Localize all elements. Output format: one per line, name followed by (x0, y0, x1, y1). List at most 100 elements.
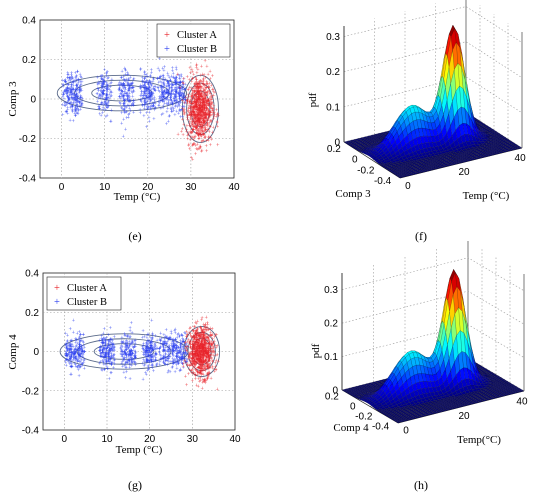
cluster-b-point: + (128, 87, 132, 93)
cluster-b-point: + (160, 86, 164, 92)
cluster-b-point: + (75, 85, 79, 91)
cluster-a-point: + (215, 333, 219, 339)
cluster-b-point: + (172, 71, 176, 77)
cluster-b-point: + (122, 98, 126, 104)
cluster-b-point: + (167, 99, 171, 105)
cluster-b-point: + (178, 97, 182, 103)
cluster-a-point: + (207, 349, 211, 355)
cluster-b-point: + (127, 87, 131, 93)
cluster-a-point: + (204, 144, 208, 150)
x-tick-label: 0 (62, 434, 68, 445)
cluster-a-point: + (187, 331, 191, 337)
cluster-b-point: + (177, 81, 181, 87)
cluster-b-point: + (165, 97, 169, 103)
cluster-b-point: + (144, 86, 148, 92)
cluster-b-point: + (66, 95, 70, 101)
cluster-b-point: + (130, 83, 134, 89)
cluster-b-point: + (74, 89, 78, 95)
cluster-b-point: + (175, 90, 179, 96)
cluster-b-point: + (147, 120, 151, 126)
cluster-b-point: + (132, 90, 136, 96)
cluster-a-point: + (182, 82, 186, 88)
cluster-b-point: + (101, 97, 105, 103)
cluster-b-point: + (150, 92, 154, 98)
cluster-b-point: + (153, 345, 157, 351)
cluster-b-point: + (67, 96, 71, 102)
y-tick-labels: 0.40.20-0.2-0.4 (22, 269, 40, 437)
cluster-b-point: + (159, 99, 163, 105)
cluster-b-point: + (106, 86, 110, 92)
cluster-b-point: + (144, 75, 148, 81)
cluster-b-point: + (167, 120, 171, 126)
cluster-b-point: + (147, 92, 151, 98)
cluster-b-point: + (126, 82, 130, 88)
cluster-b-point: + (148, 89, 152, 95)
cluster-b-point: + (150, 71, 154, 77)
cluster-b-point: + (123, 111, 127, 117)
cluster-b-point: + (105, 360, 109, 366)
cluster-b-point: + (178, 81, 182, 87)
cluster-a-point: + (204, 358, 208, 364)
cluster-b-point: + (178, 89, 182, 95)
cluster-b-point: + (120, 354, 124, 360)
cluster-b-point: + (141, 94, 145, 100)
cluster-b-point: + (139, 98, 143, 104)
cluster-b-point: + (61, 83, 65, 89)
legend-marker-cluster-b: + (54, 297, 60, 308)
cluster-b-point: + (74, 94, 78, 100)
cluster-b-point: + (166, 107, 170, 113)
cluster-b-point: + (147, 104, 151, 110)
cluster-b-point: + (75, 92, 79, 98)
cluster-b-point: + (80, 101, 84, 107)
cluster-b-point: + (153, 98, 157, 104)
cluster-b-point: + (120, 88, 124, 94)
cluster-b-point: + (128, 83, 132, 89)
x-tick-label: 40 (228, 182, 240, 193)
cluster-b-point: + (109, 89, 113, 95)
cluster-b-point: + (145, 95, 149, 101)
cluster-b-point: + (170, 86, 174, 92)
y-tick-label: 0 (30, 95, 36, 106)
cluster-b-point: + (105, 98, 109, 104)
cluster-b-point: + (152, 84, 156, 90)
cluster-b-point: + (138, 85, 142, 91)
y-tick-label: -0.4 (22, 426, 40, 437)
cluster-b-point: + (183, 94, 187, 100)
cluster-b-point: + (103, 102, 107, 108)
cluster-b-point: + (147, 83, 151, 89)
cluster-b-point: + (77, 78, 81, 84)
cluster-b-point: + (142, 77, 146, 83)
cluster-b-point: + (158, 76, 162, 82)
cluster-b-point: + (105, 93, 109, 99)
cluster-b-point: + (167, 90, 171, 96)
cluster-b-point: + (143, 97, 147, 103)
cluster-b-point: + (174, 94, 178, 100)
cluster-b-point: + (66, 76, 70, 82)
cluster-b-point: + (179, 84, 183, 90)
cluster-b-point: + (100, 87, 104, 93)
cluster-b-point: + (74, 98, 78, 104)
cluster-b-point: + (62, 92, 66, 98)
cluster-b-point: + (100, 82, 104, 88)
cluster-b-point: + (124, 86, 128, 92)
cluster-b-point: + (73, 95, 77, 101)
cluster-b-point: + (170, 86, 174, 92)
cluster-b-point: + (171, 89, 175, 95)
cluster-b-point: + (105, 74, 109, 80)
cluster-b-point: + (126, 94, 130, 100)
cluster-b-point: + (145, 81, 149, 87)
cluster-b-point: + (158, 57, 162, 63)
cluster-b-point: + (166, 80, 170, 86)
legend-label-cluster-b: Cluster B (177, 44, 217, 55)
y-tick-label: 0.2 (25, 308, 39, 319)
cluster-b-point: + (99, 79, 103, 85)
cluster-b-point: + (152, 77, 156, 83)
y-axis-label: Comp 3 (7, 81, 19, 117)
cluster-b-point: + (73, 92, 77, 98)
cluster-b-point: + (105, 93, 109, 99)
cluster-b-point: + (155, 364, 159, 370)
cluster-b-point: + (181, 92, 185, 98)
box-grid-line (343, 6, 523, 43)
cluster-b-point: + (169, 96, 173, 102)
